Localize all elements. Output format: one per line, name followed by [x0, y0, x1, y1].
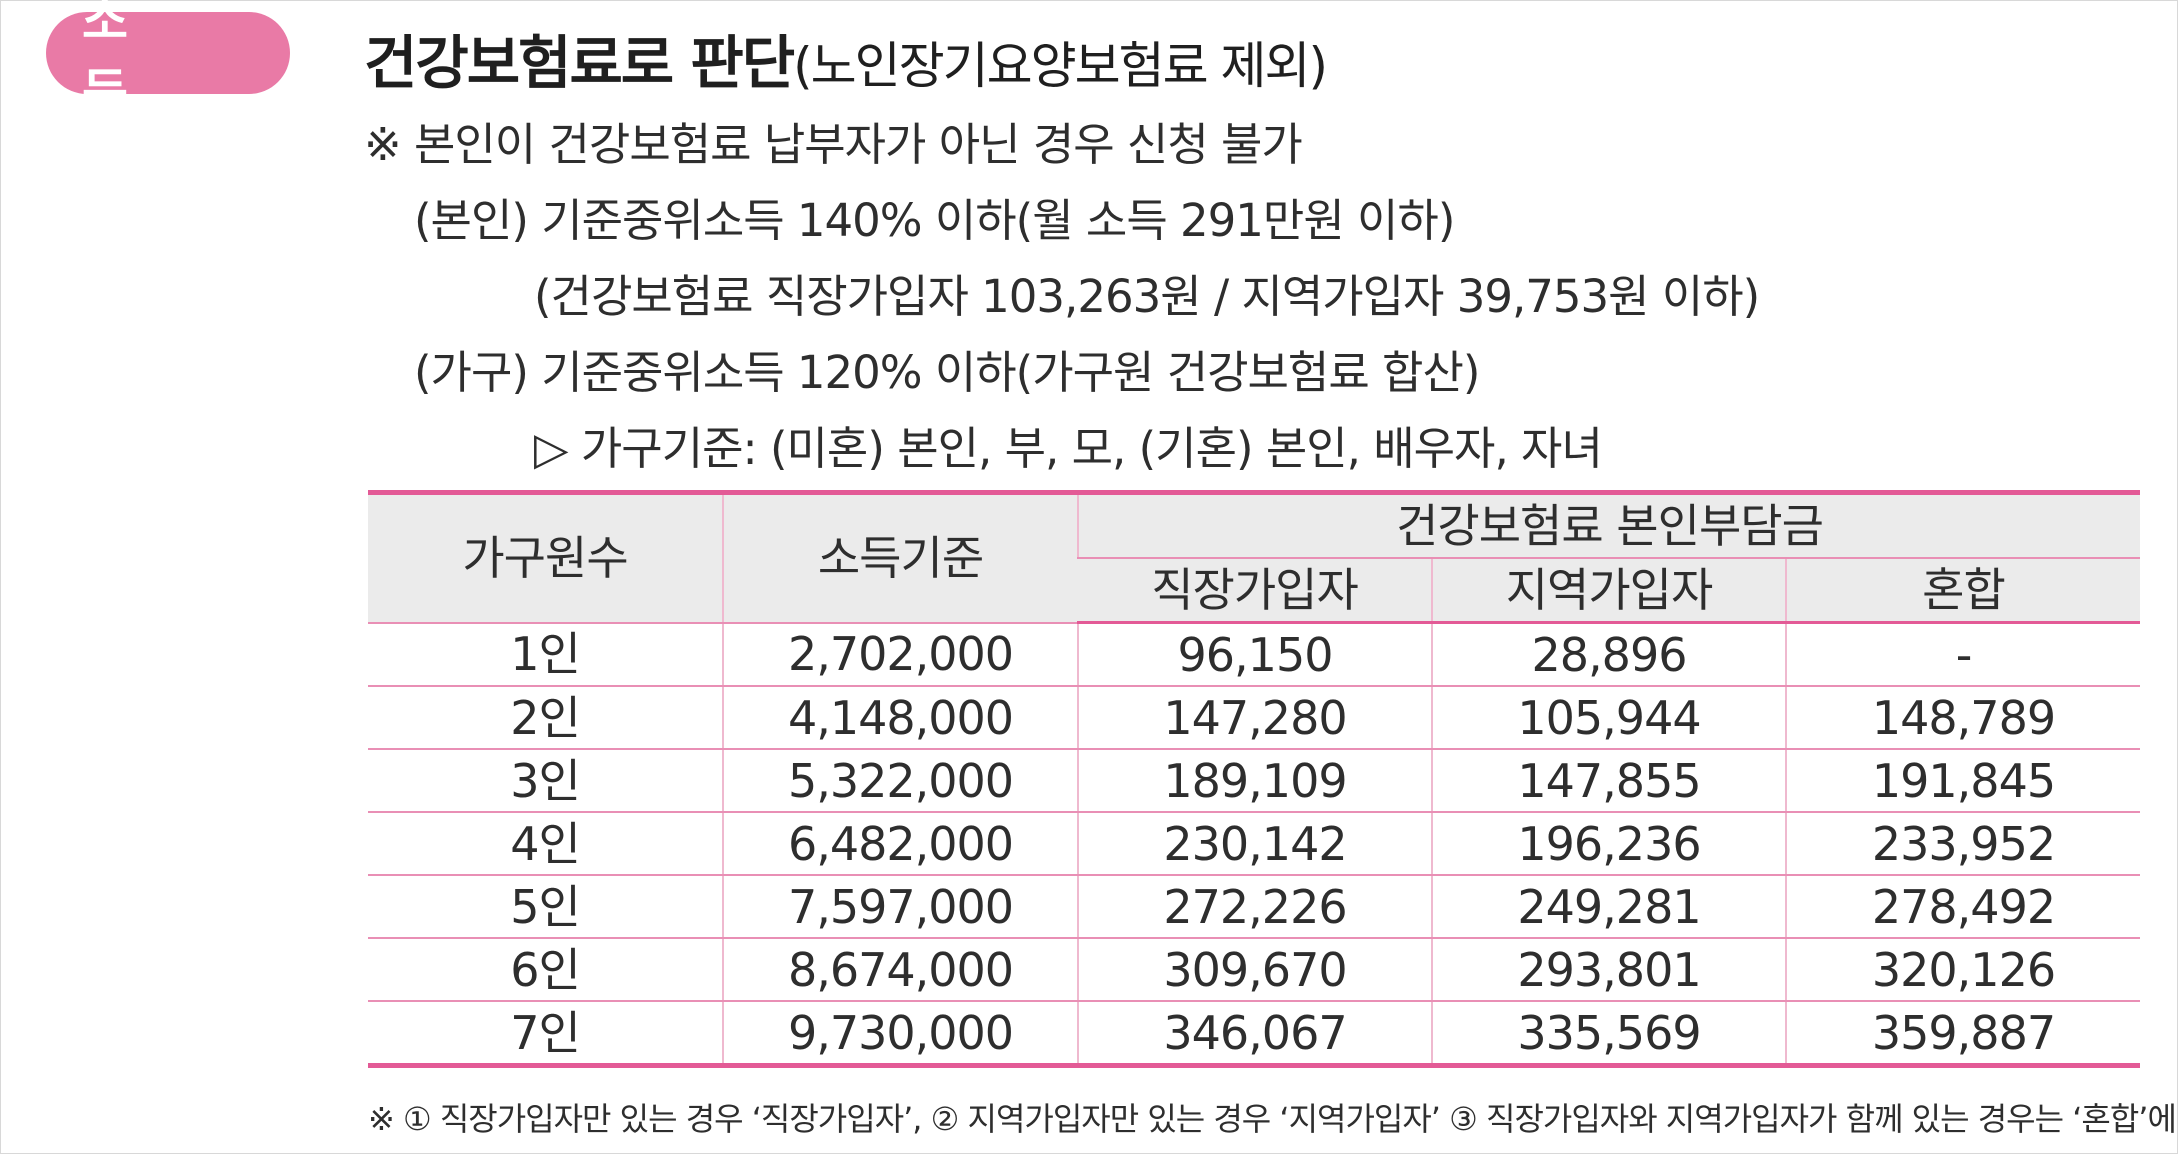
cell-workplace: 96,150	[1077, 622, 1432, 687]
note-eligibility: ※ 본인이 건강보험료 납부자가 아닌 경우 신청 불가	[364, 118, 1303, 171]
header-premium-group: 건강보험료 본인부담금	[1077, 490, 2140, 559]
cell-workplace: 189,109	[1077, 749, 1432, 813]
cell-workplace: 346,067	[1077, 1001, 1432, 1068]
cell-income: 8,674,000	[722, 938, 1078, 1002]
note-self-premium: (건강보험료 직장가입자 103,263원 / 지역가입자 39,753원 이하…	[534, 270, 1760, 323]
cell-income: 5,322,000	[722, 749, 1078, 813]
cell-income: 2,702,000	[722, 622, 1078, 687]
table-header-row: 가구원수 소득기준 건강보험료 본인부담금	[368, 490, 2140, 624]
cell-members: 6인	[368, 938, 723, 1002]
table-row: 7인 9,730,000 346,067 335,569 359,887	[368, 1001, 2140, 1068]
cell-income: 6,482,000	[722, 812, 1078, 876]
header-workplace: 직장가입자	[1078, 558, 1432, 624]
cell-mixed: 233,952	[1785, 812, 2140, 876]
table-row: 2인 4,148,000 147,280 105,944 148,789	[368, 686, 2140, 750]
table-row: 1인 2,702,000 96,150 28,896-	[368, 622, 2140, 687]
cell-workplace: 147,280	[1077, 686, 1432, 750]
cell-workplace: 230,142	[1077, 812, 1432, 876]
cell-regional: 147,855	[1431, 749, 1786, 813]
cell-members: 1인	[368, 622, 723, 687]
category-badge: 소 득	[46, 0, 290, 122]
cell-regional: 335,569	[1431, 1001, 1786, 1068]
cell-members: 2인	[368, 686, 723, 750]
cell-mixed: 278,492	[1785, 875, 2140, 939]
table-row: 3인 5,322,000 189,109 147,855 191,845	[368, 749, 2140, 813]
cell-mixed: 191,845	[1785, 749, 2140, 813]
cell-members: 7인	[368, 1001, 723, 1068]
table-row: 6인 8,674,000 309,670 293,801 320,126	[368, 938, 2140, 1002]
header-income: 소득기준	[722, 490, 1078, 624]
income-criteria-table: 가구원수 소득기준 건강보험료 본인부담금 직장가입자 지역가입자 혼합 1인 2…	[368, 490, 2140, 1068]
header-mixed: 혼합	[1785, 558, 2140, 624]
cell-regional: 293,801	[1431, 938, 1786, 1002]
cell-members: 5인	[368, 875, 723, 939]
cell-income: 4,148,000	[722, 686, 1078, 750]
cell-mixed: 359,887	[1785, 1001, 2140, 1068]
header-members: 가구원수	[368, 490, 723, 624]
note-household-definition: ▷ 가구기준: (미혼) 본인, 부, 모, (기혼) 본인, 배우자, 자녀	[534, 422, 1603, 475]
cell-workplace: 309,670	[1077, 938, 1432, 1002]
cell-members: 4인	[368, 812, 723, 876]
cell-mixed: 320,126	[1785, 938, 2140, 1002]
table-row: 4인 6,482,000 230,142 196,236 233,952	[368, 812, 2140, 876]
page-title: 건강보험료로 판단(노인장기요양보험료 제외)	[364, 16, 1328, 100]
table-subheader-row: 직장가입자 지역가입자 혼합	[368, 558, 2140, 624]
cell-members: 3인	[368, 749, 723, 813]
cell-mixed: 148,789	[1785, 686, 2140, 750]
cell-mixed: -	[1785, 622, 2140, 687]
cell-workplace: 272,226	[1077, 875, 1432, 939]
note-household-criteria: (가구) 기준중위소득 120% 이하(가구원 건강보험료 합산)	[414, 346, 1480, 399]
cell-regional: 196,236	[1431, 812, 1786, 876]
header-regional: 지역가입자	[1431, 558, 1786, 624]
title-main: 건강보험료로 판단	[364, 29, 795, 97]
note-self-criteria: (본인) 기준중위소득 140% 이하(월 소득 291만원 이하)	[414, 194, 1455, 247]
cell-income: 7,597,000	[722, 875, 1078, 939]
cell-regional: 105,944	[1431, 686, 1786, 750]
cell-regional: 28,896	[1431, 622, 1786, 687]
title-sub: (노인장기요양보험료 제외)	[793, 37, 1328, 95]
table-row: 5인 7,597,000 272,226 249,281 278,492	[368, 875, 2140, 939]
footnote: ※ ① 직장가입자만 있는 경우 ‘직장가입자’, ② 지역가입자만 있는 경우…	[368, 1100, 2178, 1138]
cell-regional: 249,281	[1431, 875, 1786, 939]
cell-income: 9,730,000	[722, 1001, 1078, 1068]
